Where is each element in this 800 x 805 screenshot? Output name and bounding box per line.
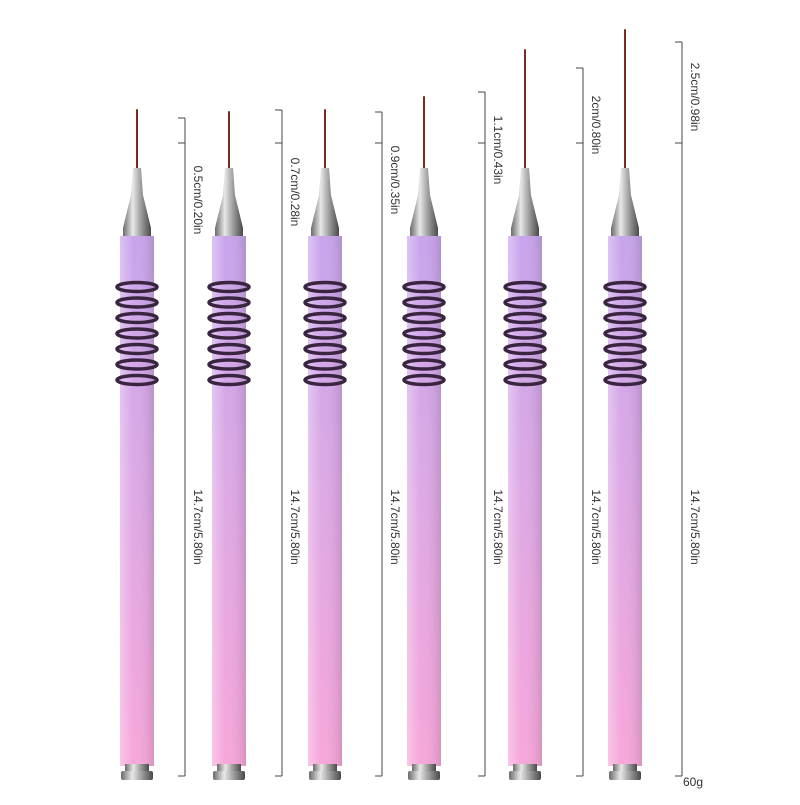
grip-ring	[303, 358, 347, 371]
grip-ring	[207, 342, 251, 356]
ferrule	[511, 168, 539, 238]
grip-ring	[207, 373, 251, 387]
grip-ring	[115, 280, 159, 294]
grip-ring	[115, 342, 159, 356]
handle-shade	[407, 236, 441, 766]
ferrule	[215, 168, 243, 238]
grip-ring	[207, 296, 251, 309]
handle-length-label: 14.7cm/5.80in	[688, 489, 702, 564]
grip-ring	[402, 342, 446, 356]
grip-ring	[402, 327, 446, 340]
grip-ring	[402, 296, 446, 309]
grip-ring	[303, 342, 347, 356]
grip-ring	[207, 358, 251, 371]
grip-ring	[303, 327, 347, 340]
end-cap	[412, 764, 436, 771]
grip-ring	[503, 373, 547, 387]
grip-ring	[603, 373, 647, 387]
tip-length-label: 0.5cm/0.20in	[191, 166, 205, 235]
grip-ring	[303, 373, 347, 387]
grip-ring	[503, 327, 547, 340]
grip-ring	[603, 342, 647, 356]
grip-ring	[603, 280, 647, 294]
grip-ring	[115, 373, 159, 387]
tip-length-label: 2cm/0.80in	[589, 96, 603, 155]
handle-length-label: 14.7cm/5.80in	[288, 489, 302, 564]
handle-shade	[608, 236, 642, 766]
grip-ring	[402, 373, 446, 387]
grip-ring	[503, 358, 547, 371]
tip-length-label: 1.1cm/0.43in	[491, 116, 505, 185]
end-cap	[513, 764, 537, 771]
grip-ring	[303, 296, 347, 309]
handle-length-label: 14.7cm/5.80in	[589, 489, 603, 564]
grip-ring	[402, 280, 446, 294]
grip-ring	[603, 296, 647, 309]
end-cap-base	[213, 771, 245, 780]
tip-length-label: 0.7cm/0.28in	[288, 158, 302, 227]
grip-ring	[603, 327, 647, 340]
handle-length-label: 14.7cm/5.80in	[491, 489, 505, 564]
ferrule	[311, 168, 339, 238]
end-cap-base	[408, 771, 440, 780]
grip-ring	[115, 327, 159, 340]
grip-ring	[115, 358, 159, 371]
end-cap	[125, 764, 149, 771]
tip-length-label: 0.9cm/0.35in	[388, 146, 402, 215]
grip-ring	[503, 311, 547, 325]
handle-shade	[120, 236, 154, 766]
handle-shade	[308, 236, 342, 766]
grip-ring	[603, 311, 647, 325]
grip-ring	[303, 311, 347, 325]
handle-length-label: 14.7cm/5.80in	[191, 489, 205, 564]
handle-shade	[508, 236, 542, 766]
end-cap	[313, 764, 337, 771]
grip-ring	[207, 311, 251, 325]
end-cap-base	[309, 771, 341, 780]
grip-ring	[603, 358, 647, 371]
end-cap-base	[121, 771, 153, 780]
handle-length-label: 14.7cm/5.80in	[388, 489, 402, 564]
grip-ring	[402, 311, 446, 325]
ferrule	[611, 168, 639, 238]
tip-length-label: 2.5cm/0.98in	[688, 63, 702, 132]
handle-shade	[212, 236, 246, 766]
grip-ring	[503, 280, 547, 294]
end-cap	[217, 764, 241, 771]
grip-ring	[503, 342, 547, 356]
grip-ring	[402, 358, 446, 371]
grip-ring	[207, 280, 251, 294]
end-cap-base	[609, 771, 641, 780]
ferrule	[123, 168, 151, 238]
grip-ring	[115, 296, 159, 309]
ferrule	[410, 168, 438, 238]
grip-ring	[303, 280, 347, 294]
end-cap	[613, 764, 637, 771]
grip-ring	[503, 296, 547, 309]
end-cap-base	[509, 771, 541, 780]
grip-ring	[115, 311, 159, 325]
weight-label: 60g	[683, 775, 703, 789]
grip-ring	[207, 327, 251, 340]
